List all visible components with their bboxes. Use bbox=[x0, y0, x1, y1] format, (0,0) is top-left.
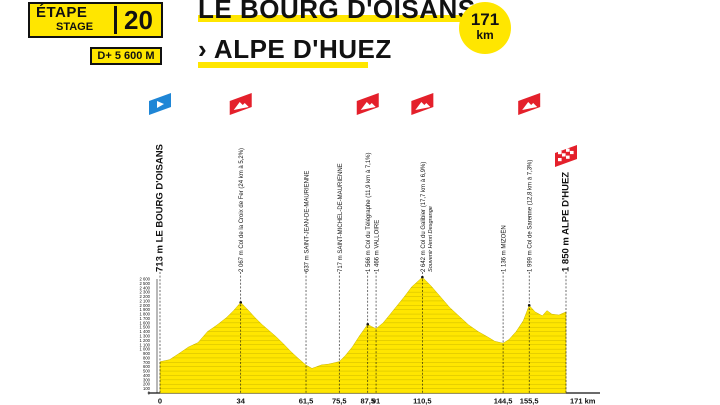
start-flag-icon bbox=[149, 93, 171, 115]
waypoint-label: 637 m SAINT-JEAN-DE-MAURIENNE bbox=[305, 171, 311, 272]
y-tick-label: 1 200 bbox=[140, 338, 151, 343]
waypoint-label: 1 999 m Col de Sarenne (12,8 km à 7,3%) bbox=[528, 160, 534, 272]
y-tick-label: 2 000 bbox=[140, 303, 151, 308]
waypoint-label: 713 m LE BOURG D'OISANS bbox=[155, 144, 166, 272]
climb-mountain-glyph bbox=[415, 102, 431, 110]
y-tick-label: 1 600 bbox=[140, 320, 151, 325]
waypoint-label: 1 136 m MIZOËN bbox=[501, 225, 508, 272]
km-label: 171 km bbox=[570, 397, 596, 405]
km-label: 61,5 bbox=[299, 397, 314, 405]
stage-word-en: STAGE bbox=[56, 21, 94, 33]
y-tick-label: 2 300 bbox=[140, 290, 151, 295]
stage-badge: ÉTAPE STAGE 20 bbox=[28, 2, 163, 38]
y-tick-label: 100 bbox=[143, 386, 151, 391]
y-tick-label: 300 bbox=[143, 377, 151, 382]
mountain-climb-icon bbox=[229, 93, 252, 115]
checker-square bbox=[562, 153, 566, 157]
y-tick-label: 1 100 bbox=[140, 342, 151, 347]
checkered-finish-icon bbox=[555, 145, 577, 167]
y-tick-label: 1 700 bbox=[140, 316, 151, 321]
km-label: 34 bbox=[237, 397, 246, 405]
y-tick-label: 200 bbox=[143, 382, 151, 387]
waypoint-label: 717 m SAINT-MICHEL-DE-MAURIENNE bbox=[338, 163, 344, 272]
km-label: 110,5 bbox=[413, 397, 431, 405]
checker-square bbox=[570, 150, 574, 155]
y-tick-label: 2 500 bbox=[140, 281, 151, 286]
waypoint-label: 1 466 m VALLOIRE bbox=[375, 220, 381, 272]
climb-mountain-glyph bbox=[233, 102, 249, 110]
y-tick-label: 900 bbox=[143, 351, 151, 356]
checker-square bbox=[558, 158, 562, 162]
summit-dot bbox=[421, 275, 424, 279]
y-tick-label: 1 500 bbox=[140, 325, 151, 330]
stage-word-fr: ÉTAPE bbox=[36, 4, 88, 21]
y-tick-label: 2 200 bbox=[140, 294, 151, 299]
waypoint-label: 1 566 m Col du Télégraphe (11,9 km à 7,1… bbox=[366, 152, 372, 272]
mountain-climb-icon bbox=[411, 93, 434, 115]
km-label: 0 bbox=[158, 397, 162, 405]
distance-value: 171 bbox=[470, 10, 500, 29]
km-label: 144,5 bbox=[494, 397, 513, 405]
climb-mountain-glyph bbox=[522, 102, 538, 110]
profile-area bbox=[159, 276, 567, 394]
waypoint-sublabel: Souvenir Henri Desgrange bbox=[428, 206, 434, 272]
checker-square bbox=[566, 148, 570, 152]
distance-badge: 171 km bbox=[459, 2, 511, 54]
y-tick-label: 1 400 bbox=[140, 329, 151, 334]
summit-dot bbox=[366, 323, 370, 326]
stage-number: 20 bbox=[124, 5, 153, 35]
y-tick-label: 2 400 bbox=[140, 285, 151, 290]
km-label: 87,5 bbox=[360, 397, 375, 405]
waypoint-label: 2 067 m Col de la Croix de Fer (24 km à … bbox=[239, 148, 245, 272]
km-label: 75,5 bbox=[332, 397, 347, 405]
start-arrow-glyph bbox=[157, 101, 164, 108]
y-tick-label: 600 bbox=[143, 364, 151, 369]
y-tick-label: 1 800 bbox=[140, 312, 151, 317]
mountain-climb-icon bbox=[356, 93, 379, 115]
climb-mountain-glyph bbox=[360, 102, 376, 110]
stage-divider bbox=[114, 6, 117, 34]
y-tick-label: 700 bbox=[143, 360, 151, 365]
elevation-gain-badge: D+ 5 600 M bbox=[90, 47, 162, 65]
km-label: 155,5 bbox=[520, 397, 539, 405]
route-start-title: LE BOURG D'OISANS bbox=[198, 0, 480, 24]
y-tick-label: 1 300 bbox=[140, 334, 151, 339]
mountain-climb-icon bbox=[518, 93, 541, 115]
summit-dot bbox=[527, 304, 531, 307]
y-tick-label: 2 100 bbox=[140, 298, 151, 303]
waypoint-label: 1 850 m ALPE D'HUEZ bbox=[561, 172, 572, 272]
y-tick-label: 2 600 bbox=[140, 277, 151, 282]
km-label: 91 bbox=[372, 397, 380, 405]
route-finish-title: › ALPE D'HUEZ bbox=[198, 34, 392, 64]
y-tick-label: 1 900 bbox=[140, 307, 151, 312]
y-tick-label: 500 bbox=[143, 369, 151, 374]
route-underline bbox=[198, 62, 368, 68]
checker-square bbox=[558, 151, 562, 155]
y-tick-label: 400 bbox=[143, 373, 151, 378]
waypoint-label: 2 642 m Col du Galibier (17,7 km à 6,9%) bbox=[421, 162, 427, 272]
summit-dot bbox=[239, 301, 243, 304]
y-tick-label: 1 000 bbox=[140, 347, 151, 352]
checker-square bbox=[566, 155, 570, 159]
y-tick-label: 800 bbox=[143, 355, 151, 360]
distance-unit: km bbox=[476, 28, 494, 42]
